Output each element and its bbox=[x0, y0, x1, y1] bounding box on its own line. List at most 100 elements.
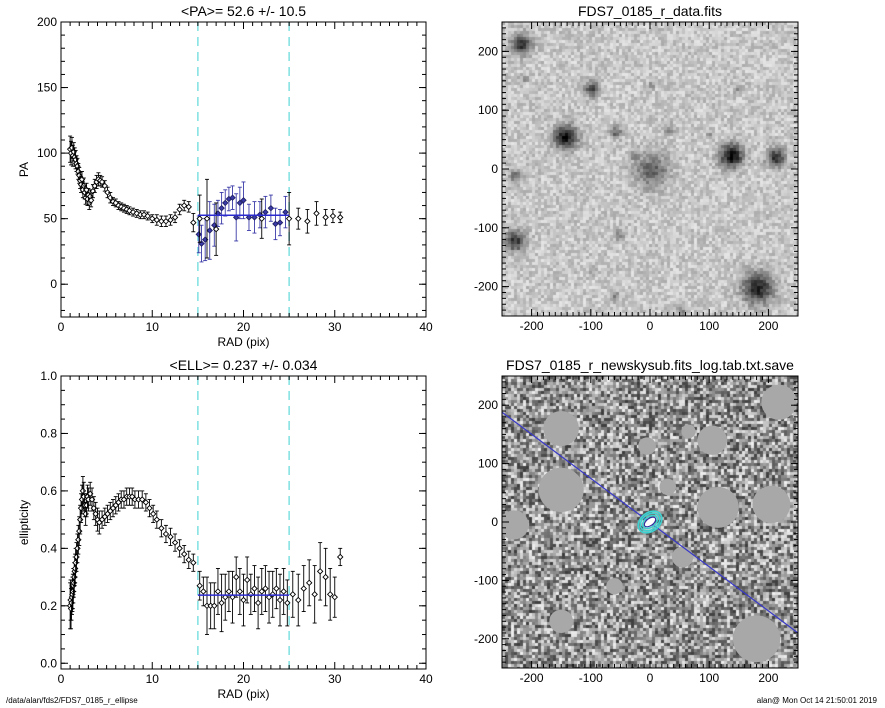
y-tick-label: 0.2 bbox=[40, 599, 57, 613]
y-tick-label: -100 bbox=[474, 573, 498, 587]
y-tick-label: 200 bbox=[478, 398, 498, 412]
data-point bbox=[258, 215, 265, 222]
plot-area bbox=[66, 376, 344, 669]
y-tick-label: 0 bbox=[491, 515, 498, 529]
y-tick-label: 0.0 bbox=[40, 656, 57, 670]
data-point bbox=[107, 194, 114, 201]
y-tick-label: 100 bbox=[478, 457, 498, 471]
data-point bbox=[196, 215, 203, 222]
data-point bbox=[171, 539, 179, 546]
data-image-panel: -200 -100 0 100 200 -200 -100 0 100 200 FDS7_0185_… bbox=[474, 3, 799, 333]
data-point bbox=[190, 219, 197, 226]
data-point bbox=[153, 216, 161, 224]
chart-title: <ELL>= 0.237 +/- 0.034 bbox=[170, 357, 318, 373]
data-point bbox=[75, 536, 82, 543]
x-tick-label: 0 bbox=[647, 319, 654, 333]
data-point bbox=[149, 510, 157, 518]
data-point bbox=[245, 214, 253, 221]
data-point bbox=[180, 202, 188, 209]
data-point bbox=[79, 487, 87, 495]
x-tick-label: 10 bbox=[146, 672, 160, 686]
y-tick-label: 0.8 bbox=[40, 426, 57, 440]
mask-region bbox=[638, 437, 656, 455]
data-point bbox=[289, 591, 297, 598]
x-tick-label: -100 bbox=[579, 319, 603, 333]
y-tick-label: 50 bbox=[44, 212, 58, 226]
data-point bbox=[146, 504, 153, 512]
data-point bbox=[236, 588, 244, 595]
mask-region bbox=[538, 467, 584, 513]
data-point bbox=[251, 214, 258, 221]
mask-region bbox=[761, 384, 797, 420]
data-point bbox=[167, 533, 174, 541]
y-tick-label: 0 bbox=[50, 277, 57, 291]
x-tick-label: 100 bbox=[699, 671, 719, 685]
data-point bbox=[322, 573, 329, 581]
x-tick-label: 0 bbox=[647, 671, 654, 685]
chart-title: FDS7_0185_r_data.fits bbox=[578, 3, 722, 19]
data-point bbox=[185, 203, 192, 211]
y-tick-label: 100 bbox=[37, 146, 57, 160]
data-point bbox=[329, 212, 337, 220]
data-point bbox=[331, 593, 338, 601]
data-point bbox=[240, 197, 247, 204]
y-tick-label: 150 bbox=[37, 81, 57, 95]
x-tick-label: 0 bbox=[58, 320, 65, 334]
y-axis-label: ellipticity bbox=[17, 500, 31, 545]
data-point bbox=[158, 218, 165, 225]
data-point bbox=[316, 568, 324, 575]
data-point bbox=[138, 496, 146, 503]
data-point bbox=[167, 216, 174, 224]
data-point bbox=[218, 599, 225, 607]
galaxy-core bbox=[643, 516, 657, 528]
data-point bbox=[262, 208, 269, 216]
x-tick-label: 40 bbox=[419, 320, 433, 334]
x-tick-label: -100 bbox=[579, 671, 603, 685]
data-point bbox=[251, 585, 258, 592]
x-axis-label: RAD (pix) bbox=[217, 335, 269, 349]
data-point bbox=[254, 599, 262, 607]
mask-region bbox=[681, 424, 696, 439]
data-point bbox=[196, 582, 203, 589]
data-point bbox=[229, 194, 236, 201]
x-tick-label: 200 bbox=[758, 671, 778, 685]
data-point bbox=[153, 516, 161, 523]
skysub-image-panel: -200 -100 0 100 200 -200 -100 0 100 200 FDS7_0185_… bbox=[474, 357, 799, 685]
data-point bbox=[82, 510, 89, 518]
data-point bbox=[273, 585, 280, 592]
data-point bbox=[243, 576, 251, 584]
y-tick-label: -100 bbox=[474, 221, 498, 235]
chart-title: FDS7_0185_r_newskysub.fits_log.tab.txt.s… bbox=[506, 357, 794, 373]
data-point bbox=[76, 516, 84, 523]
x-tick-label: 40 bbox=[419, 672, 433, 686]
x-tick-label: -200 bbox=[520, 671, 544, 685]
footer-timestamp: alan@ Mon Oct 14 21:50:01 2019 bbox=[756, 696, 877, 705]
data-point bbox=[258, 588, 265, 595]
y-tick-label: 0.6 bbox=[40, 484, 57, 498]
data-point bbox=[212, 225, 220, 233]
mask-region bbox=[606, 578, 623, 595]
data-point bbox=[142, 499, 150, 506]
data-point bbox=[276, 596, 284, 604]
data-point bbox=[190, 559, 197, 566]
plot-frame bbox=[60, 21, 427, 318]
data-point bbox=[262, 585, 269, 592]
x-tick-label: 100 bbox=[699, 319, 719, 333]
data-point bbox=[295, 596, 302, 604]
plot-area bbox=[66, 22, 344, 317]
image-area bbox=[502, 22, 798, 316]
mask-region bbox=[543, 411, 579, 447]
data-point bbox=[214, 588, 222, 595]
mask-region bbox=[549, 609, 574, 633]
data-point bbox=[280, 588, 287, 595]
data-point bbox=[247, 591, 255, 598]
data-point bbox=[158, 525, 165, 532]
data-point bbox=[176, 206, 183, 213]
chart-title: <PA>= 52.6 +/- 10.5 bbox=[181, 3, 306, 19]
data-point bbox=[265, 593, 273, 601]
isophote-ellipse bbox=[637, 510, 663, 534]
y-tick-label: -200 bbox=[474, 280, 498, 294]
x-tick-label: 200 bbox=[758, 319, 778, 333]
data-point bbox=[232, 214, 240, 221]
